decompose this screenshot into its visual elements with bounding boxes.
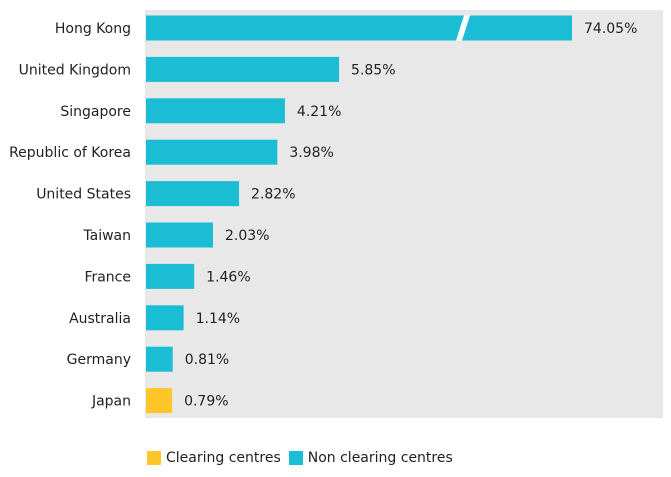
bar-australia xyxy=(146,305,184,331)
value-label: 0.81% xyxy=(185,352,229,368)
bar-chart: Hong Kong United Kingdom Singapore Republic… xyxy=(9,10,663,418)
category-label: Hong Kong xyxy=(55,21,131,37)
value-label: 1.14% xyxy=(196,311,240,327)
bar-republic-of-korea xyxy=(146,139,278,165)
bar-united-states xyxy=(146,181,240,207)
category-label: France xyxy=(84,269,131,285)
legend-swatch-non-clearing xyxy=(288,451,303,465)
legend-item-clearing: Clearing centres xyxy=(147,450,281,466)
category-label: United States xyxy=(36,187,131,203)
legend-label-clearing: Clearing centres xyxy=(166,450,281,466)
value-label: 4.21% xyxy=(297,104,341,120)
axis-break-mark xyxy=(456,15,470,41)
bar-taiwan xyxy=(146,222,213,248)
legend-swatch-clearing xyxy=(147,451,161,465)
category-label: United Kingdom xyxy=(19,62,131,78)
legend-item-non-clearing: Non clearing centres xyxy=(288,450,453,466)
category-label: Germany xyxy=(67,352,131,368)
legend: Clearing centres Non clearing centres xyxy=(147,450,461,466)
value-label: 5.85% xyxy=(351,62,395,78)
bar-singapore xyxy=(146,98,285,124)
value-label: 74.05% xyxy=(584,21,637,37)
category-label: Singapore xyxy=(60,104,131,120)
value-label: 0.79% xyxy=(184,394,228,410)
bar-hong-kong xyxy=(146,15,572,41)
value-label: 1.46% xyxy=(206,269,250,285)
bar-germany xyxy=(146,346,173,372)
value-label: 2.03% xyxy=(225,228,269,244)
category-label: Japan xyxy=(91,394,131,410)
bar-france xyxy=(146,263,195,289)
bar-japan xyxy=(146,388,173,414)
value-label: 3.98% xyxy=(289,145,333,161)
category-label: Australia xyxy=(69,311,131,327)
category-label: Taiwan xyxy=(82,228,131,244)
category-label: Republic of Korea xyxy=(9,145,131,161)
legend-label-non-clearing: Non clearing centres xyxy=(307,450,453,466)
value-label: 2.82% xyxy=(251,187,295,203)
bar-united-kingdom xyxy=(146,56,340,82)
